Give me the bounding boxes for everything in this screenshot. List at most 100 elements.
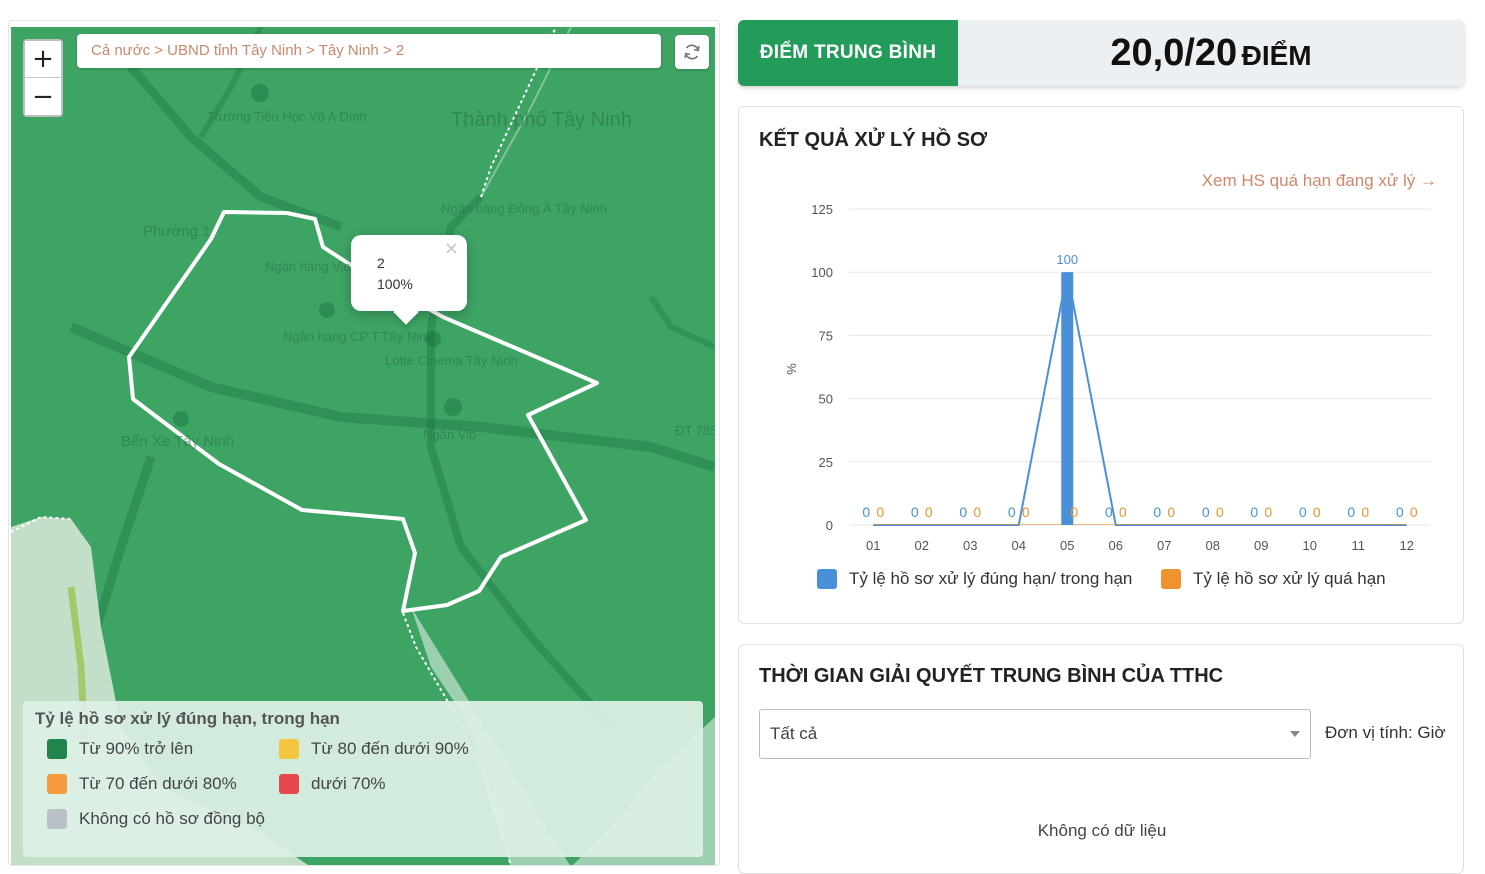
x-tick-label: 02 xyxy=(915,538,929,553)
data-label-overdue: 0 xyxy=(1167,504,1175,520)
y-tick-label: 25 xyxy=(819,455,833,470)
popup-area-name: 2 xyxy=(377,255,385,271)
data-label-ontime: 0 xyxy=(862,504,870,520)
map-label-bank: Ngân hàng Vietin Tây Ninh xyxy=(265,259,420,274)
zoom-out-button[interactable]: − xyxy=(25,78,61,115)
average-score-box: ĐIỂM TRUNG BÌNH 20,0/20 ĐIỂM xyxy=(738,20,1464,86)
y-tick-label: 50 xyxy=(819,392,833,407)
legend-label: Từ 90% trở lên xyxy=(79,739,194,758)
legend-swatch xyxy=(279,739,299,759)
map-label-agribank: Ngân hàng Đông Á Tây Ninh xyxy=(441,201,607,216)
popup-percent: 100% xyxy=(377,276,413,292)
x-tick-label: 03 xyxy=(963,538,977,553)
data-label-ontime: 0 xyxy=(1396,504,1404,520)
data-label-overdue: 0 xyxy=(1070,504,1078,520)
legend-label: Từ 70 đến dưới 80% xyxy=(79,774,237,793)
data-label-ontime: 0 xyxy=(1250,504,1258,520)
chart-legend-label: Tỷ lệ hồ sơ xử lý quá hạn xyxy=(1193,569,1386,588)
map-legend: Tỷ lệ hồ sơ xử lý đúng hạn, trong hạn Từ… xyxy=(23,701,703,857)
score-unit: ĐIỂM xyxy=(1241,40,1312,71)
chart-legend-overdue: Tỷ lệ hồ sơ xử lý quá hạn xyxy=(1161,569,1386,589)
data-label-ontime: 0 xyxy=(1008,504,1016,520)
chart-legend-swatch xyxy=(817,569,837,589)
map-label-city: Thành phố Tây Ninh xyxy=(451,109,632,131)
average-score-label: ĐIỂM TRUNG BÌNH xyxy=(738,20,958,86)
map-popup: × 2 100% xyxy=(351,235,467,311)
map-canvas[interactable]: Thành phố Tây Ninh Trường Tiểu Học Võ A … xyxy=(11,27,715,865)
map-label-school: Trường Tiểu Học Võ A Dính xyxy=(207,109,367,124)
x-tick-label: 04 xyxy=(1012,538,1026,553)
x-tick-label: 12 xyxy=(1400,538,1414,553)
legend-swatch xyxy=(279,774,299,794)
y-tick-label: 100 xyxy=(811,265,833,280)
x-tick-label: 05 xyxy=(1060,538,1074,553)
refresh-button[interactable] xyxy=(675,35,709,69)
legend-label: Từ 80 đến dưới 90% xyxy=(311,739,469,758)
legend-item-70-80: Từ 70 đến dưới 80% xyxy=(47,774,237,794)
processing-time-title: THỜI GIAN GIẢI QUYẾT TRUNG BÌNH CỦA TTHC xyxy=(759,665,1224,687)
data-label-ontime: 100 xyxy=(1056,252,1078,267)
legend-item-90: Từ 90% trở lên xyxy=(47,739,193,759)
y-tick-label: 0 xyxy=(826,518,833,533)
x-tick-label: 11 xyxy=(1352,538,1366,553)
breadcrumb[interactable]: Cả nước > UBND tỉnh Tây Ninh > Tây Ninh … xyxy=(77,34,661,68)
map-label-road: ĐT 785 xyxy=(675,423,715,438)
data-label-ontime: 0 xyxy=(1347,504,1355,520)
average-score-value: 20,0/20 ĐIỂM xyxy=(958,20,1464,86)
processing-time-card: THỜI GIAN GIẢI QUYẾT TRUNG BÌNH CỦA TTHC… xyxy=(738,644,1464,874)
legend-item-below-70: dưới 70% xyxy=(279,774,386,794)
chart-legend-swatch xyxy=(1161,569,1181,589)
unit-label: Đơn vị tính: Giờ xyxy=(1325,723,1446,742)
data-label-overdue: 0 xyxy=(1119,504,1127,520)
legend-item-80-90: Từ 80 đến dưới 90% xyxy=(279,739,469,759)
legend-swatch xyxy=(47,809,67,829)
chevron-down-icon xyxy=(1290,731,1300,737)
data-label-overdue: 0 xyxy=(1410,504,1418,520)
x-tick-label: 06 xyxy=(1109,538,1123,553)
legend-label: dưới 70% xyxy=(311,774,386,793)
overdue-records-link[interactable]: Xem HS quá hạn đang xử lý → xyxy=(1201,171,1437,190)
legend-swatch xyxy=(47,739,67,759)
zoom-in-button[interactable]: + xyxy=(25,41,61,78)
legend-item-no-data: Không có hồ sơ đồng bộ xyxy=(47,809,265,829)
data-label-overdue: 0 xyxy=(1216,504,1224,520)
data-label-overdue: 0 xyxy=(1313,504,1321,520)
map-label-bus: Bến Xe Tây Ninh xyxy=(121,433,235,450)
x-tick-label: 07 xyxy=(1157,538,1171,553)
data-label-overdue: 0 xyxy=(1264,504,1272,520)
results-card: KẾT QUẢ XỬ LÝ HỒ SƠ Xem HS quá hạn đang … xyxy=(738,106,1464,624)
map-legend-title: Tỷ lệ hồ sơ xử lý đúng hạn, trong hạn xyxy=(35,709,340,728)
data-label-ontime: 0 xyxy=(1299,504,1307,520)
bar-ontime xyxy=(1061,272,1074,525)
legend-swatch xyxy=(47,774,67,794)
map-panel: Thành phố Tây Ninh Trường Tiểu Học Võ A … xyxy=(8,20,720,866)
chart-legend-label: Tỷ lệ hồ sơ xử lý đúng hạn/ trong hạn xyxy=(849,569,1133,588)
x-tick-label: 08 xyxy=(1206,538,1220,553)
chart-legend-ontime: Tỷ lệ hồ sơ xử lý đúng hạn/ trong hạn xyxy=(817,569,1132,589)
data-label-overdue: 0 xyxy=(973,504,981,520)
data-label-ontime: 0 xyxy=(1105,504,1113,520)
data-label-ontime: 0 xyxy=(1202,504,1210,520)
data-label-ontime: 0 xyxy=(1153,504,1161,520)
popup-close-button[interactable]: × xyxy=(443,238,459,259)
score-number: 20,0/20 xyxy=(1110,32,1238,74)
results-title: KẾT QUẢ XỬ LÝ HỒ SƠ xyxy=(759,129,988,151)
procedure-filter-select[interactable]: Tất cả xyxy=(759,709,1311,759)
data-label-overdue: 0 xyxy=(1361,504,1369,520)
select-value: Tất cả xyxy=(770,724,818,743)
data-label-overdue: 0 xyxy=(925,504,933,520)
refresh-icon xyxy=(684,44,700,60)
map-label-cinema: Lotte Cinema Tây Ninh xyxy=(385,353,518,368)
y-tick-label: 75 xyxy=(819,328,833,343)
zoom-control: + − xyxy=(23,39,63,117)
data-label-ontime: 0 xyxy=(911,504,919,520)
x-tick-label: 09 xyxy=(1254,538,1268,553)
data-label-overdue: 0 xyxy=(1022,504,1030,520)
map-label-ward: Phường 1 xyxy=(143,223,211,240)
data-label-overdue: 0 xyxy=(876,504,884,520)
data-label-ontime: 0 xyxy=(959,504,967,520)
x-tick-label: 01 xyxy=(866,538,880,553)
y-axis-label: % xyxy=(784,363,799,375)
y-tick-label: 125 xyxy=(811,202,833,217)
map-label-ngan: Ngân Vib xyxy=(423,427,477,442)
